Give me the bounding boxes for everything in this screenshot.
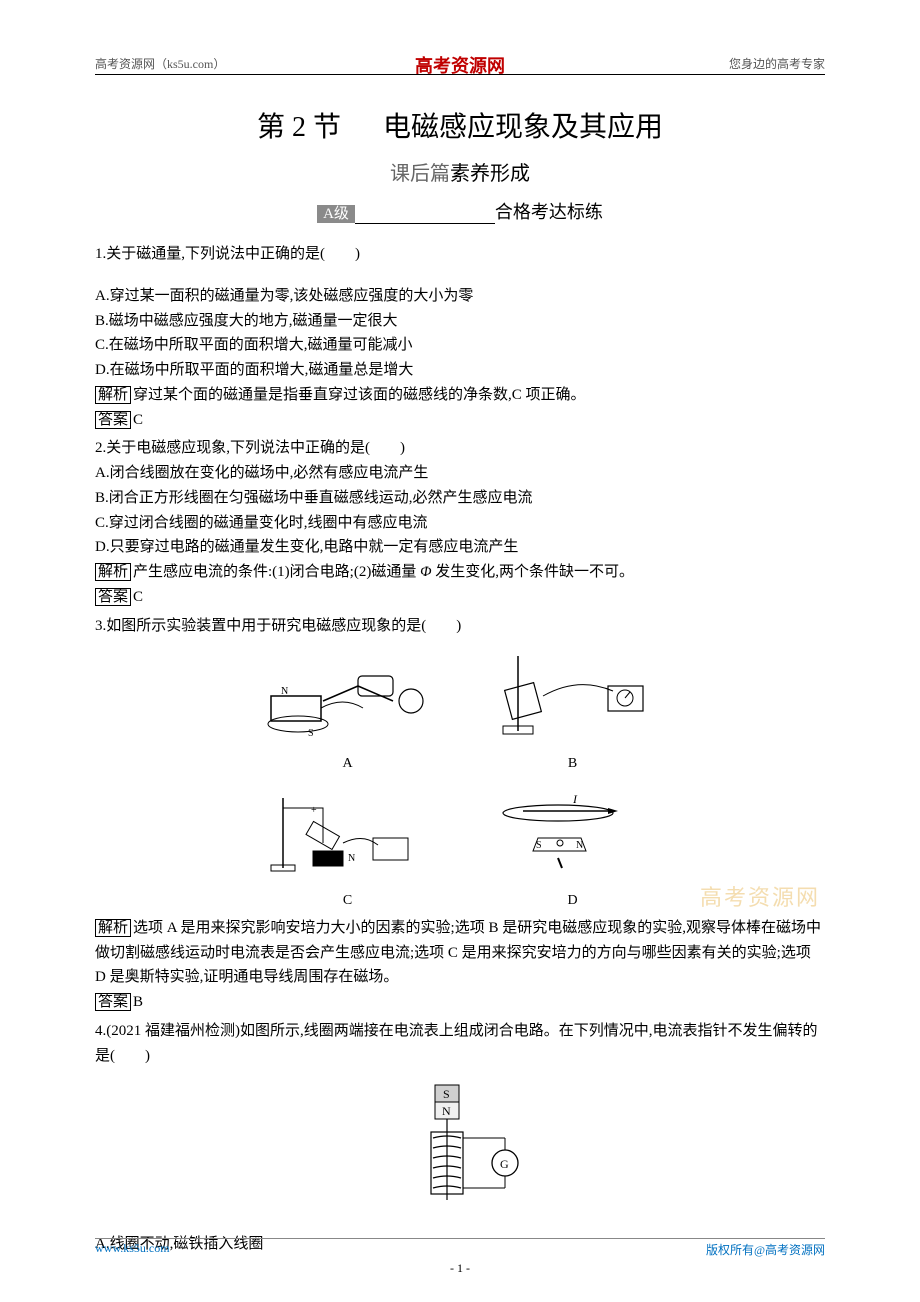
q3-answer: B: [133, 994, 143, 1010]
header-center: 高考资源网: [415, 52, 505, 78]
header-left: 高考资源网（ks5u.com）: [95, 55, 225, 72]
header-right: 您身边的高考专家: [729, 55, 825, 72]
section-number: 第 2 节: [257, 112, 341, 143]
q2-option-b: B.闭合正方形线圈在匀强磁场中垂直磁感线运动,必然产生感应电流: [95, 486, 825, 511]
question-4: 4.(2021 福建福州检测)如图所示,线圈两端接在电流表上组成闭合电路。在下列…: [95, 1019, 825, 1257]
q4-stem: 4.(2021 福建福州检测)如图所示,线圈两端接在电流表上组成闭合电路。在下列…: [95, 1023, 818, 1064]
watermark: 高考资源网: [700, 880, 820, 912]
svg-text:S: S: [443, 1087, 450, 1101]
q3-stem: 3.如图所示实验装置中用于研究电磁感应现象的是( ): [95, 618, 461, 634]
q1-option-d: D.在磁场中所取平面的面积增大,磁通量总是增大: [95, 358, 825, 383]
figure-a-label: A: [250, 752, 445, 775]
question-3: 3.如图所示实验装置中用于研究电磁感应现象的是( ) N S A: [95, 614, 825, 1015]
q1-option-b: B.磁场中磁感应强度大的地方,磁通量一定很大: [95, 309, 825, 334]
subtitle-suffix: 素养形成: [450, 163, 530, 185]
level-underline: [355, 206, 495, 224]
figure-b-label: B: [475, 752, 670, 775]
page-number: - 1 -: [450, 1261, 470, 1276]
svg-text:N: N: [348, 853, 355, 864]
figure-d-label: D: [475, 889, 670, 912]
section-title: 电磁感应现象及其应用: [383, 112, 663, 143]
analysis-label: 解析: [95, 919, 131, 937]
phi-symbol: Φ: [420, 564, 431, 580]
subtitle-prefix: 课后篇: [390, 163, 450, 185]
footer-left: www.ks5u.com: [95, 1241, 170, 1258]
figure-d-icon: I S N: [488, 783, 658, 878]
page-title: 第 2 节 电磁感应现象及其应用: [95, 105, 825, 145]
subtitle: 课后篇素养形成: [95, 157, 825, 186]
q1-option-a: A.穿过某一面积的磁通量为零,该处磁感应强度的大小为零: [95, 284, 825, 309]
q1-stem: 1.关于磁通量,下列说法中正确的是( ): [95, 246, 360, 262]
svg-text:+: +: [311, 805, 317, 816]
q2-stem: 2.关于电磁感应现象,下列说法中正确的是( ): [95, 440, 405, 456]
q2-answer: C: [133, 589, 143, 605]
q2-analysis-post: 发生变化,两个条件缺一不可。: [432, 564, 635, 580]
svg-text:N: N: [281, 686, 288, 697]
q4-figure-icon: S N G: [385, 1080, 535, 1220]
q2-option-c: C.穿过闭合线圈的磁通量变化时,线圈中有感应电流: [95, 511, 825, 536]
answer-label: 答案: [95, 411, 131, 429]
q1-analysis: 穿过某个面的磁通量是指垂直穿过该面的磁感线的净条数,C 项正确。: [133, 387, 586, 403]
q3-figure-grid: N S A: [250, 646, 670, 912]
q2-option-d: D.只要穿过电路的磁通量发生变化,电路中就一定有感应电流产生: [95, 535, 825, 560]
figure-c-icon: + N: [263, 783, 433, 878]
question-2: 2.关于电磁感应现象,下列说法中正确的是( ) A.闭合线圈放在变化的磁场中,必…: [95, 436, 825, 609]
svg-text:S: S: [536, 840, 542, 851]
figure-b-cell: B: [475, 646, 670, 775]
figure-a-icon: N S: [263, 646, 433, 741]
analysis-label: 解析: [95, 386, 131, 404]
level-row: A级 合格考达标练: [95, 198, 825, 224]
level-badge: A级: [317, 205, 355, 223]
answer-label: 答案: [95, 588, 131, 606]
page-footer: www.ks5u.com 版权所有@高考资源网: [95, 1238, 825, 1258]
svg-text:S: S: [308, 728, 314, 739]
svg-text:I: I: [572, 792, 578, 806]
answer-label: 答案: [95, 993, 131, 1011]
q2-option-a: A.闭合线圈放在变化的磁场中,必然有感应电流产生: [95, 461, 825, 486]
q1-option-c: C.在磁场中所取平面的面积增大,磁通量可能减小: [95, 333, 825, 358]
level-text: 合格考达标练: [495, 202, 603, 222]
figure-c-cell: + N C: [250, 783, 445, 912]
q1-answer: C: [133, 412, 143, 428]
svg-text:N: N: [576, 840, 583, 851]
q2-analysis-pre: 产生感应电流的条件:(1)闭合电路;(2)磁通量: [133, 564, 420, 580]
figure-c-label: C: [250, 889, 445, 912]
figure-b-icon: [488, 646, 658, 741]
figure-a-cell: N S A: [250, 646, 445, 775]
svg-text:N: N: [442, 1104, 451, 1118]
analysis-label: 解析: [95, 563, 131, 581]
footer-right: 版权所有@高考资源网: [706, 1241, 825, 1258]
question-1: 1.关于磁通量,下列说法中正确的是( ) A.穿过某一面积的磁通量为零,该处磁感…: [95, 242, 825, 432]
q3-analysis: 选项 A 是用来探究影响安培力大小的因素的实验;选项 B 是研究电磁感应现象的实…: [95, 920, 821, 986]
svg-text:G: G: [500, 1157, 509, 1171]
figure-d-cell: I S N D: [475, 783, 670, 912]
